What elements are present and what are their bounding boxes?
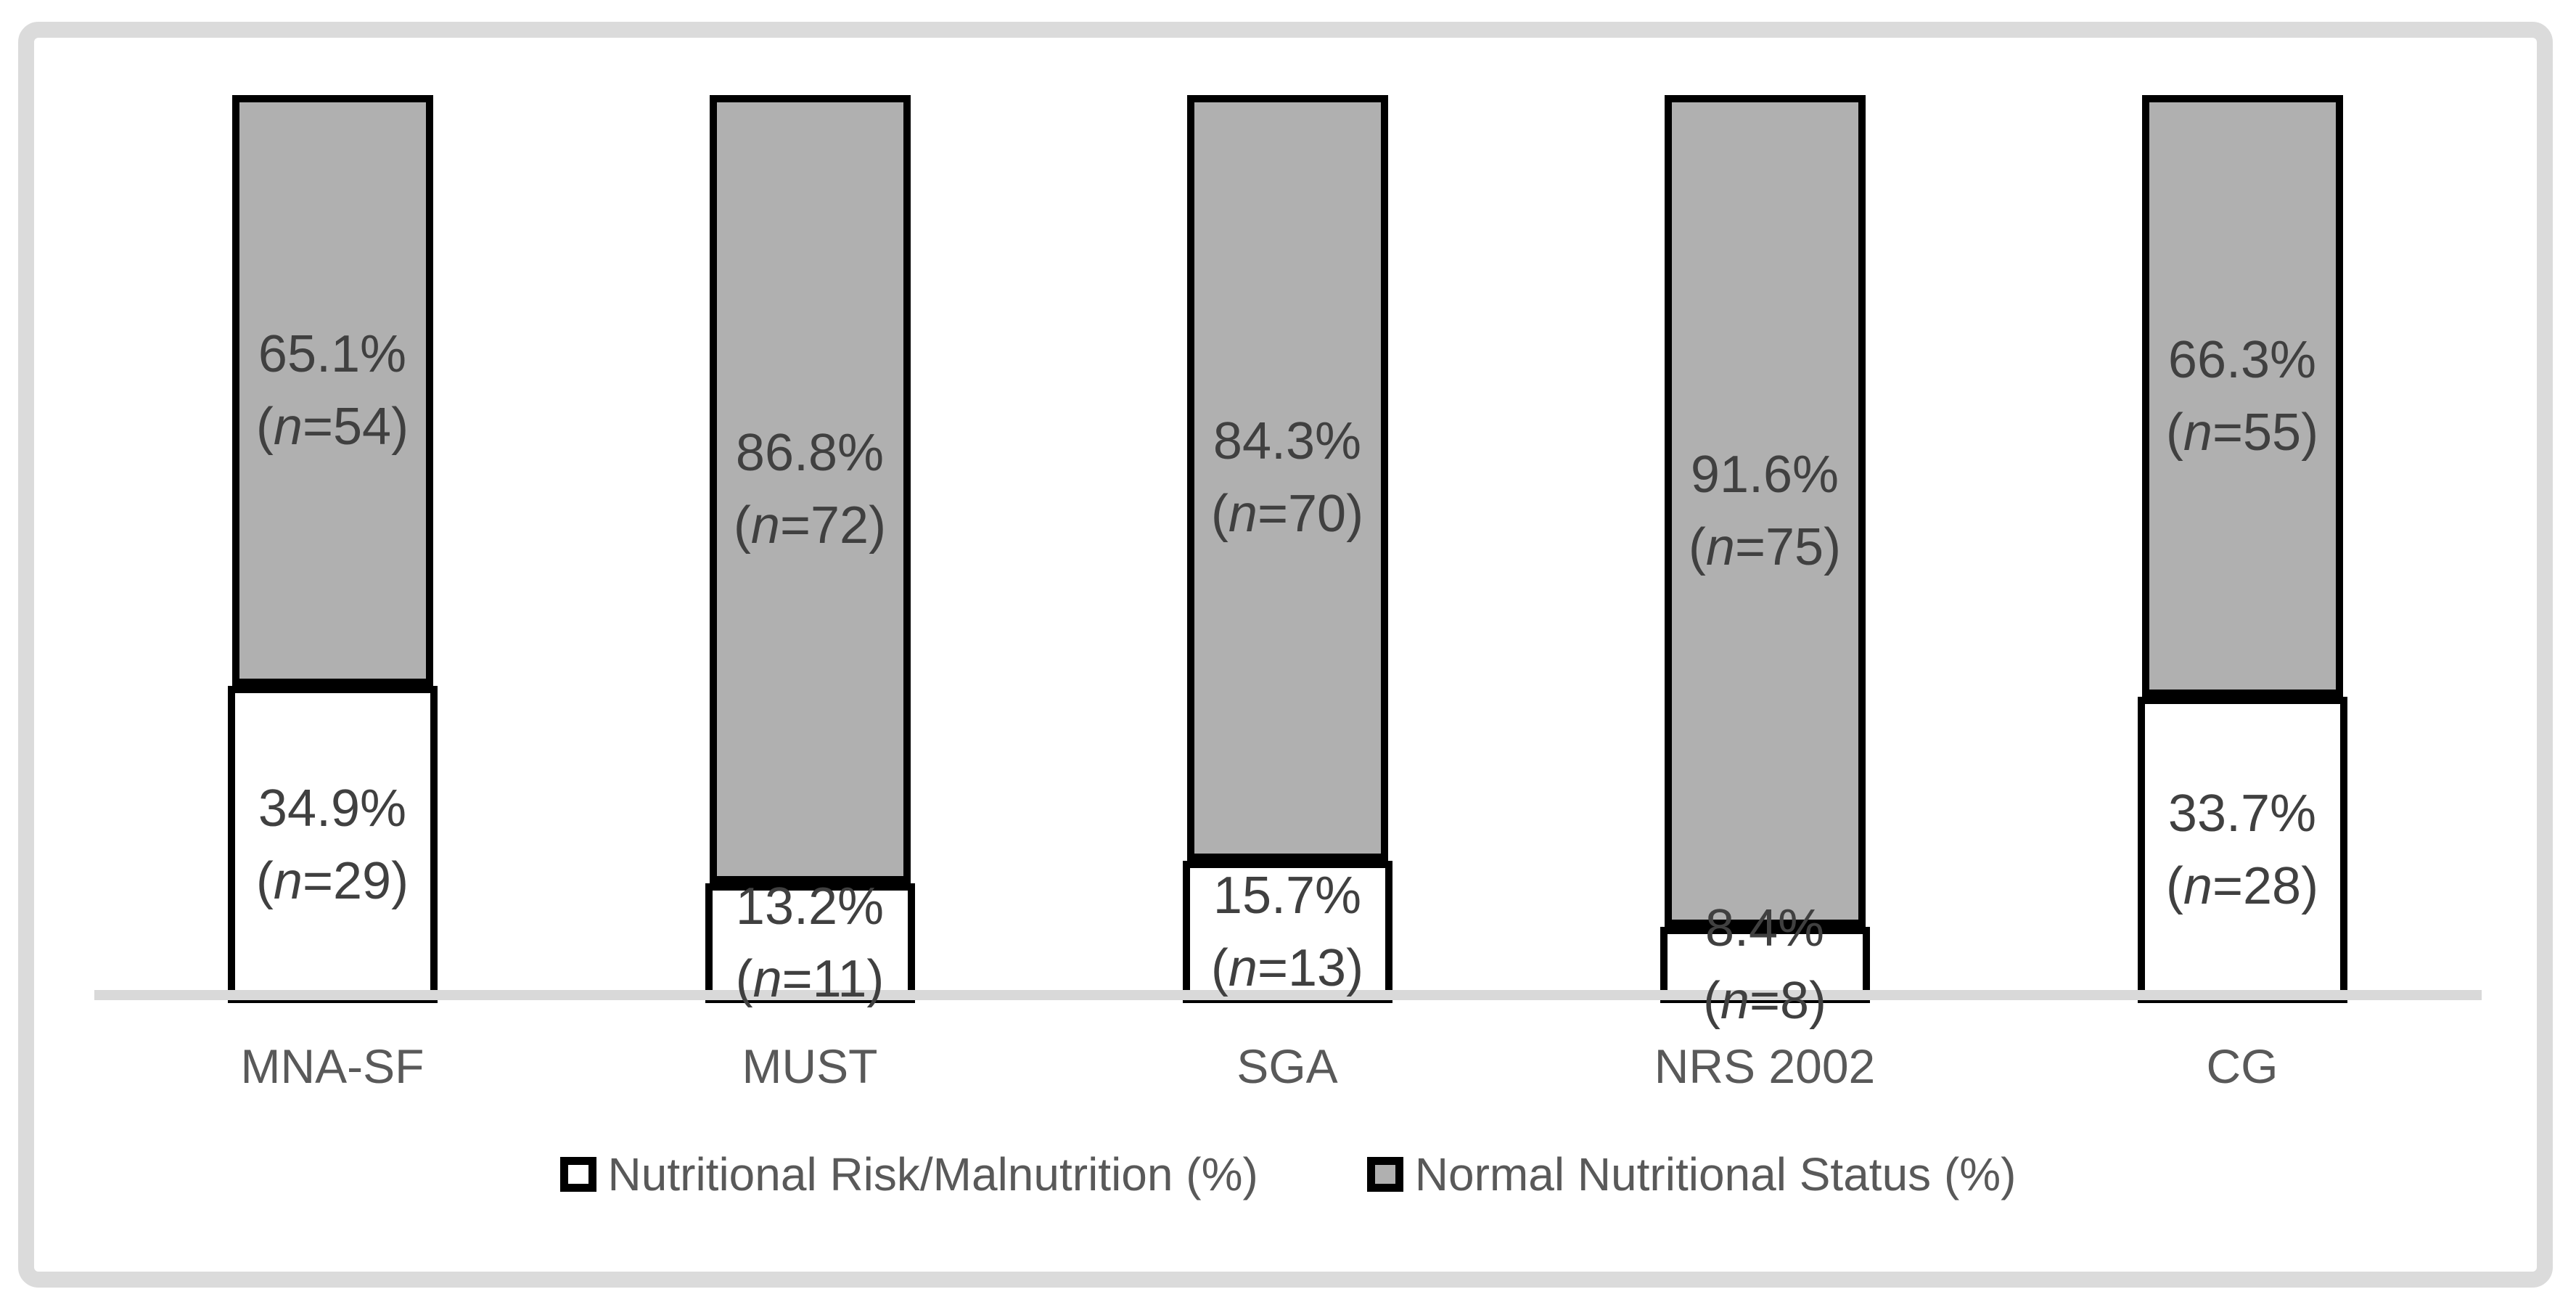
bar-column-sga: 84.3% (n=70) 15.7% (n=13) [1182, 95, 1392, 1003]
bar-segment-label: 13.2% (n=11) [735, 878, 885, 1009]
x-axis-category-label: NRS 2002 [1654, 1039, 1876, 1093]
bar-column-nrs-2002: 91.6% (n=75) 8.4% (n=8) [1660, 95, 1870, 1030]
bar-segment-label: 66.3% (n=55) [2165, 330, 2319, 462]
bar-segment-label: 8.4% (n=8) [1702, 899, 1827, 1031]
legend-swatch-risk-icon [559, 1157, 596, 1192]
legend-item-normal: Normal Nutritional Status (%) [1366, 1145, 2017, 1203]
bar-segment-label: 34.9% (n=29) [255, 779, 409, 910]
bar-segment-label: 65.1% (n=54) [255, 325, 409, 457]
bar-segment-normal-status: 84.3% (n=70) [1186, 95, 1388, 861]
bar-segment-label: 33.7% (n=28) [2165, 785, 2319, 916]
legend-item-risk: Nutritional Risk/Malnutrition (%) [559, 1145, 1258, 1203]
bar-segment-normal-status: 86.8% (n=72) [709, 95, 911, 883]
bar-segment-label: 84.3% (n=70) [1210, 412, 1364, 544]
bar-column-mna-sf: 65.1% (n=54) 34.9% (n=29) [227, 95, 438, 1003]
x-axis-line [94, 990, 2482, 1000]
legend-label-risk: Nutritional Risk/Malnutrition (%) [607, 1148, 1258, 1200]
x-axis-category-label: CG [2206, 1039, 2278, 1093]
bar-segment-label: 91.6% (n=75) [1688, 445, 1842, 576]
bar-column-must: 86.8% (n=72) 13.2% (n=11) [705, 95, 915, 1008]
chart-border-frame [18, 22, 2553, 1288]
bar-segment-normal-status: 66.3% (n=55) [2141, 95, 2343, 698]
x-axis-category-label: MUST [742, 1039, 878, 1093]
bar-segment-label: 86.8% (n=72) [733, 423, 887, 555]
bar-segment-normal-status: 91.6% (n=75) [1664, 95, 1866, 927]
bar-segment-risk-malnutrition: 13.2% (n=11) [705, 878, 915, 1008]
bar-segment-risk-malnutrition: 33.7% (n=28) [2137, 697, 2347, 1003]
bar-segment-risk-malnutrition: 15.7% (n=13) [1182, 860, 1392, 1003]
bar-segment-risk-malnutrition: 34.9% (n=29) [227, 686, 438, 1003]
bar-column-cg: 66.3% (n=55) 33.7% (n=28) [2137, 95, 2347, 1003]
legend: Nutritional Risk/Malnutrition (%) Normal… [0, 1145, 2576, 1203]
legend-label-normal: Normal Nutritional Status (%) [1414, 1148, 2017, 1200]
x-axis-category-label: SGA [1236, 1039, 1338, 1093]
bar-segment-normal-status: 65.1% (n=54) [231, 95, 433, 687]
legend-swatch-normal-icon [1366, 1157, 1403, 1192]
x-axis-category-label: MNA-SF [240, 1039, 424, 1093]
bar-segment-label: 15.7% (n=13) [1210, 866, 1364, 997]
